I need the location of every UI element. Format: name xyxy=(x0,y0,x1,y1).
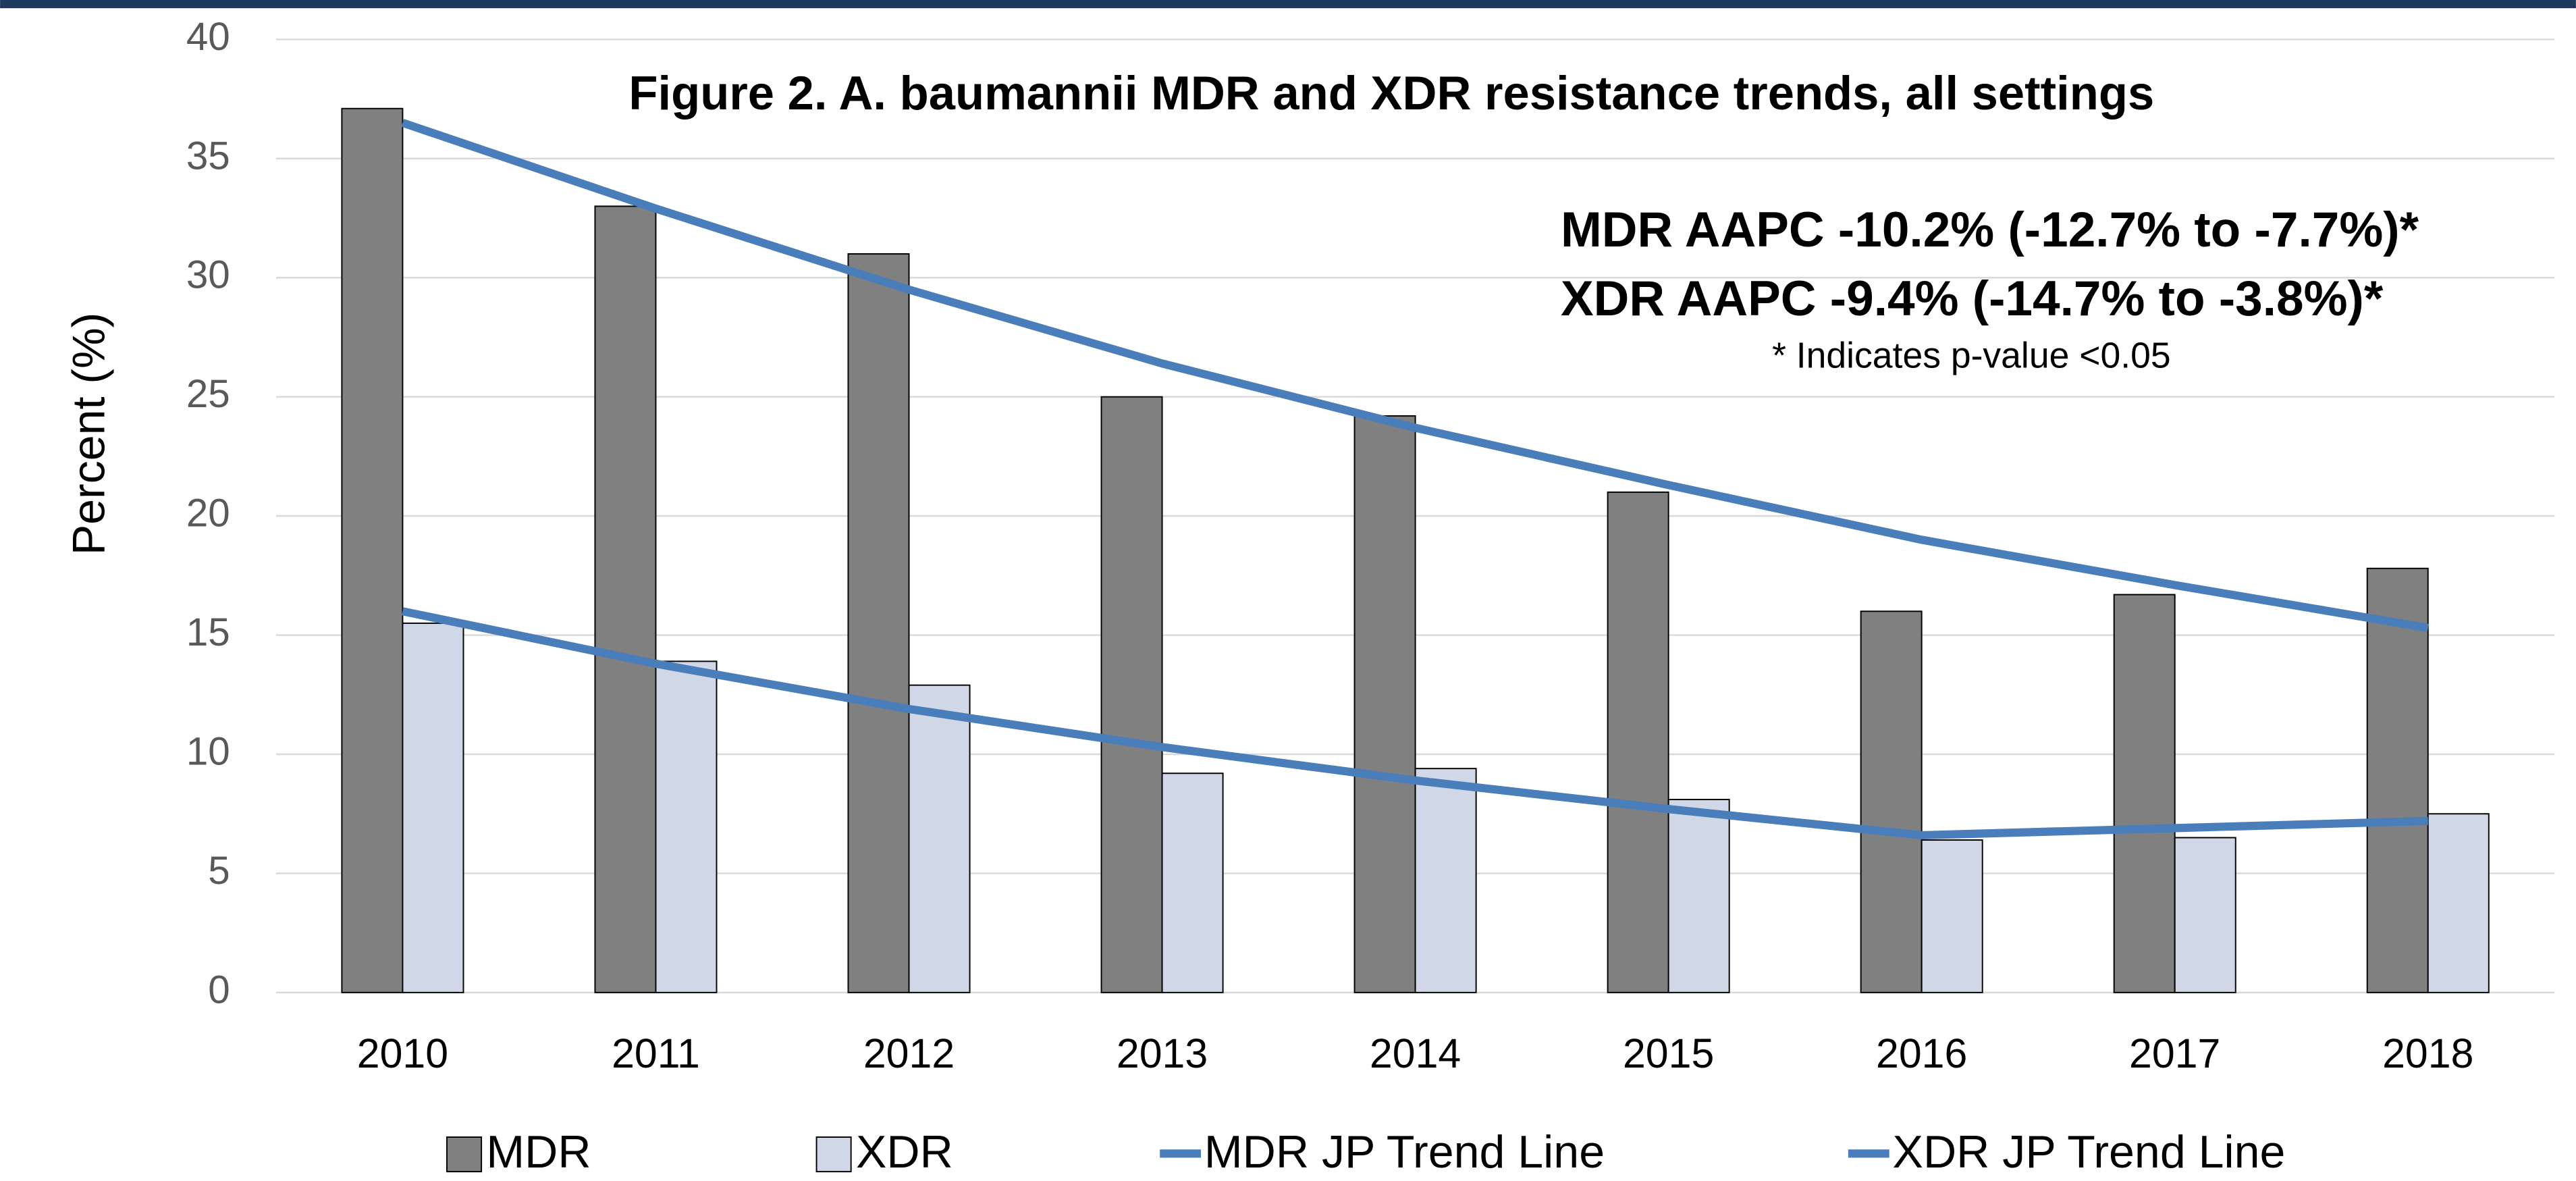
trend-line xyxy=(401,119,2429,632)
y-tick-label: 15 xyxy=(186,610,230,654)
x-tick-label: 2018 xyxy=(2382,1030,2473,1076)
bar xyxy=(1353,415,1416,993)
legend-label: MDR JP Trend Line xyxy=(1204,1126,1605,1178)
x-tick-label: 2014 xyxy=(1370,1030,1461,1076)
bar xyxy=(341,107,404,993)
legend-swatch xyxy=(815,1136,852,1173)
legend-label: XDR JP Trend Line xyxy=(1893,1126,2286,1178)
x-tick-label: 2017 xyxy=(2129,1030,2220,1076)
y-tick-label: 40 xyxy=(186,15,230,59)
y-tick-label: 5 xyxy=(208,849,230,893)
trend-line xyxy=(402,607,2428,840)
x-tick-label: 2012 xyxy=(863,1030,955,1076)
bar xyxy=(402,622,464,993)
y-tick-label: 35 xyxy=(186,134,230,178)
bar xyxy=(1921,839,1983,993)
bar xyxy=(2366,567,2429,993)
bar xyxy=(1860,610,1923,993)
y-tick-label: 10 xyxy=(186,729,230,773)
bar xyxy=(1161,772,1224,993)
bar xyxy=(847,253,910,993)
y-tick-label: 30 xyxy=(186,253,230,297)
legend-label: XDR xyxy=(856,1126,953,1178)
top-bar xyxy=(0,0,2576,9)
bar xyxy=(1607,491,1669,993)
bar xyxy=(2427,813,2490,993)
x-tick-label: 2015 xyxy=(1623,1030,1714,1076)
y-tick-label: 20 xyxy=(186,492,230,535)
x-tick-label: 2013 xyxy=(1117,1030,1208,1076)
bar xyxy=(1100,396,1163,993)
x-tick-label: 2016 xyxy=(1876,1030,1967,1076)
legend-label: MDR xyxy=(486,1126,591,1178)
y-tick-label: 25 xyxy=(186,372,230,416)
annotation: XDR AAPC -9.4% (-14.7% to -3.8%)* xyxy=(1561,271,2384,326)
bar xyxy=(594,205,657,993)
bar xyxy=(2113,594,2176,993)
bar xyxy=(1667,799,1730,993)
bar xyxy=(2174,837,2236,993)
bar xyxy=(655,660,718,993)
legend-swatch xyxy=(446,1136,483,1173)
y-axis-label: Percent (%) xyxy=(63,313,114,556)
chart-title: Figure 2. A. baumannii MDR and XDR resis… xyxy=(628,66,2154,120)
bar xyxy=(908,684,971,993)
annotation: * Indicates p-value <0.05 xyxy=(1772,336,2171,376)
bar xyxy=(1414,768,1477,993)
annotation: MDR AAPC -10.2% (-12.7% to -7.7%)* xyxy=(1561,203,2419,257)
x-tick-label: 2010 xyxy=(357,1030,448,1076)
x-tick-label: 2011 xyxy=(612,1030,700,1076)
y-tick-label: 0 xyxy=(208,968,230,1012)
